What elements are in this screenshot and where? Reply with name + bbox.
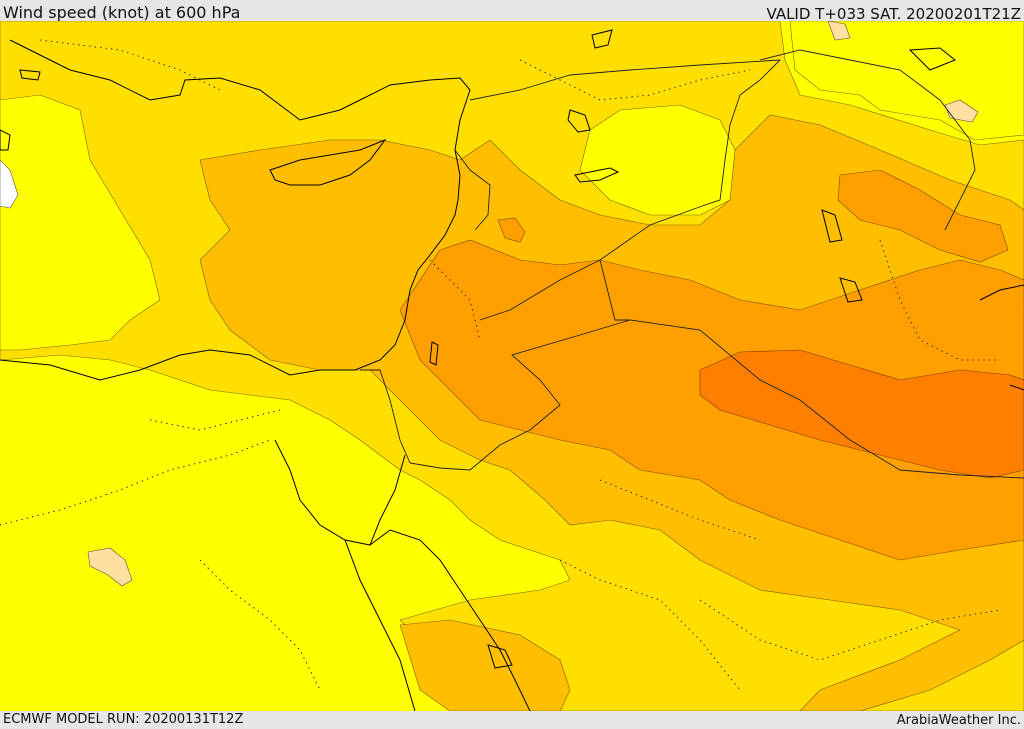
dotted-contours <box>0 39 1001 691</box>
field-band-low-1 <box>87 547 133 587</box>
field-band-4-ne <box>837 169 1009 263</box>
model-run-label: ECMWF MODEL RUN: 20200131T12Z <box>3 712 244 727</box>
credit-label: ArabiaWeather Inc. <box>896 713 1021 728</box>
wind-speed-map[interactable] <box>0 21 1024 711</box>
field-band-low-4 <box>0 159 19 209</box>
title-bar: Wind speed (knot) at 600 hPa VALID T+033… <box>0 0 1024 23</box>
footer-bar: ECMWF MODEL RUN: 20200131T12Z ArabiaWeat… <box>0 711 1024 729</box>
coastlines <box>0 29 1024 711</box>
valid-time: VALID T+033 SAT. 20200201T21Z <box>766 5 1021 23</box>
field-band-lightest-west <box>0 94 161 351</box>
field-band-3-south <box>399 619 571 711</box>
field-band-low-3 <box>827 21 851 41</box>
borders <box>360 49 1024 479</box>
field-band-low-2 <box>944 99 979 123</box>
field-band-5-core <box>699 349 1024 479</box>
field-band-lightest-north <box>579 104 741 216</box>
field-band-4-blob <box>497 217 526 243</box>
map-title: Wind speed (knot) at 600 hPa <box>3 3 241 22</box>
